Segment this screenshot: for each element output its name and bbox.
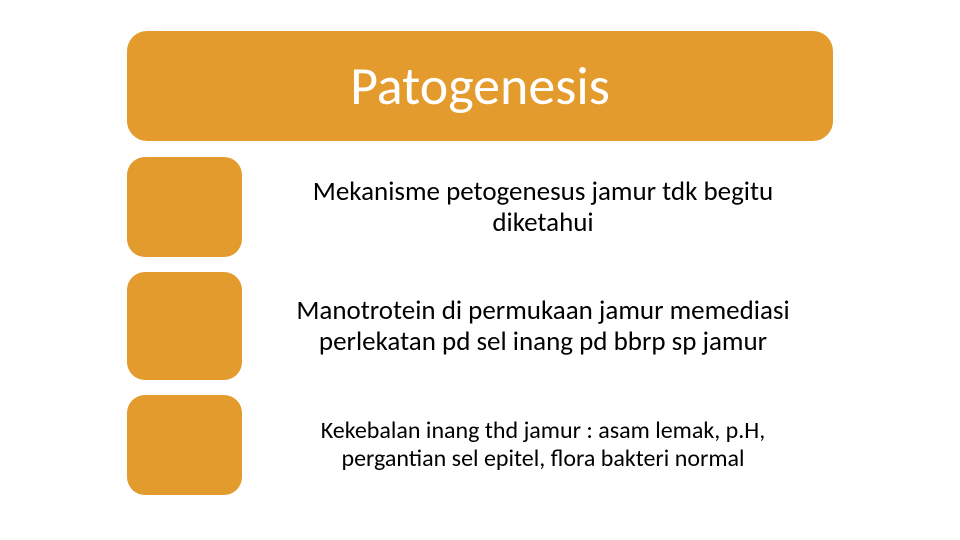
bullet-1 (127, 272, 242, 380)
bullet-2 (127, 395, 242, 495)
item-0: Mekanisme petogenesus jamur tdk begitu d… (253, 157, 833, 257)
item-0-text: Mekanisme petogenesus jamur tdk begitu d… (281, 176, 805, 238)
item-1-text: Manotrotein di permukaan jamur memediasi… (281, 295, 805, 357)
item-2-text: Kekebalan inang thd jamur : asam lemak, … (281, 417, 805, 472)
item-1: Manotrotein di permukaan jamur memediasi… (253, 272, 833, 380)
bullet-0 (127, 157, 242, 257)
title-text: Patogenesis (350, 53, 610, 119)
title-panel: Patogenesis (127, 31, 833, 141)
item-2: Kekebalan inang thd jamur : asam lemak, … (253, 395, 833, 495)
slide-canvas: Patogenesis Mekanisme petogenesus jamur … (0, 0, 960, 540)
